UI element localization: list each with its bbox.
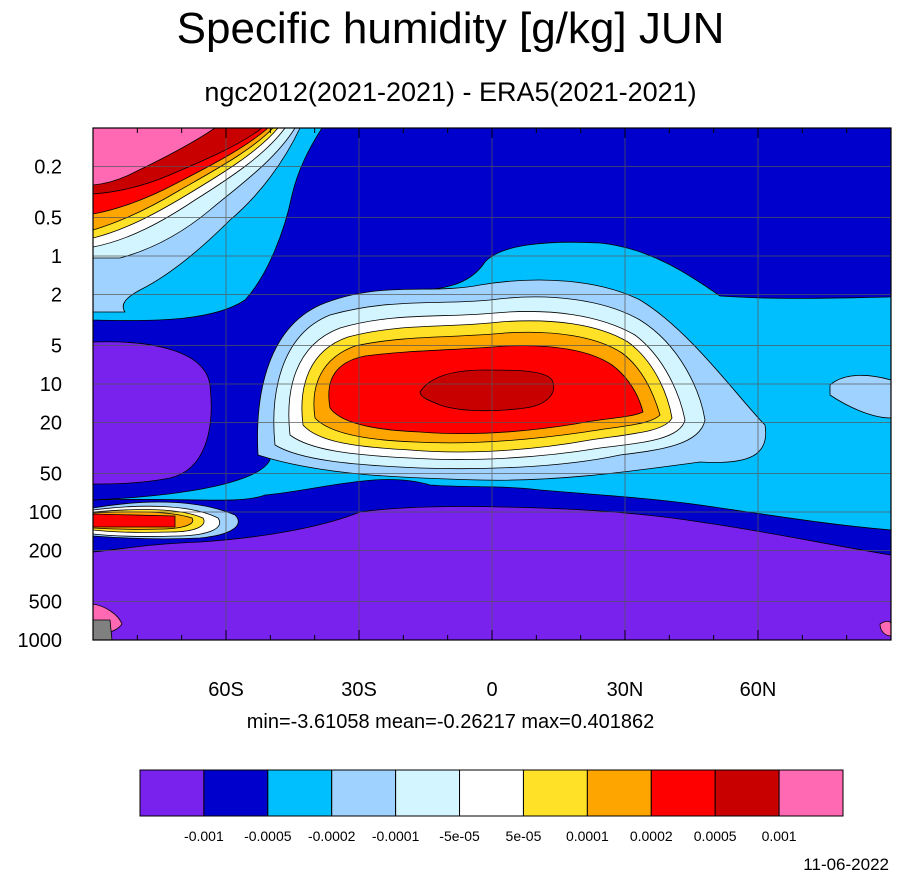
- y-tick-label: 10: [40, 374, 62, 396]
- colorbar-swatch: [267, 769, 333, 817]
- y-tick-label: 5: [51, 335, 62, 357]
- chart-subtitle: ngc2012(2021-2021) - ERA5(2021-2021): [204, 77, 697, 107]
- date-stamp: 11-06-2022: [803, 855, 889, 874]
- colorbar-swatch: [459, 769, 524, 817]
- y-tick-label: 0.5: [34, 207, 62, 229]
- y-tick-label: 500: [29, 591, 62, 613]
- grid-lines: [93, 128, 891, 641]
- x-tick-label: 0: [486, 679, 497, 701]
- y-tick-label: 50: [40, 463, 62, 485]
- chart-title: Specific humidity [g/kg] JUN: [176, 4, 725, 53]
- field-south-purple: [93, 341, 212, 485]
- x-tick-label: 30N: [607, 679, 644, 701]
- stats-text: min=-3.61058 mean=-0.26217 max=0.401862: [246, 711, 655, 733]
- colorbar-swatch: [714, 769, 780, 817]
- field-surface-pink-n: [879, 620, 891, 637]
- y-tick-label: 20: [40, 413, 62, 435]
- field-south-pink: [93, 128, 216, 186]
- colorbar-swatch: [203, 769, 269, 817]
- colorbar-swatch: [650, 769, 716, 817]
- colorbar-swatch: [139, 769, 205, 817]
- field-north-lightblue: [829, 374, 891, 419]
- colorbar-level-label: 0.001: [762, 828, 797, 844]
- y-tick-label: 200: [29, 541, 62, 563]
- colorbar-swatch: [331, 769, 397, 817]
- y-tick-label: 100: [29, 502, 62, 524]
- x-axis-labels: 60S 30S 0 30N 60N: [208, 679, 776, 701]
- colorbar-level-label: -0.0005: [244, 828, 292, 844]
- field-trop-darkred: [419, 369, 554, 412]
- y-axis-labels: 0.2 0.5 1 2 5 10 20 50 100 200 500 1000: [18, 157, 63, 652]
- colorbar-swatch: [395, 769, 461, 817]
- colorbar-swatch: [586, 769, 652, 817]
- colorbar-level-label: -0.001: [184, 828, 224, 844]
- y-tick-label: 1000: [18, 630, 63, 652]
- x-tick-label: 60S: [208, 679, 244, 701]
- field-surface-gray-s: [93, 619, 113, 640]
- colorbar-level-label: 0.0005: [694, 828, 737, 844]
- colorbar-level-label: 0.0002: [630, 828, 673, 844]
- colorbar-level-label: -0.0001: [372, 828, 420, 844]
- colorbar-swatch: [522, 769, 588, 817]
- colorbar-swatch: [778, 769, 844, 817]
- colorbar: [139, 769, 844, 817]
- colorbar-level-label: 5e-05: [506, 828, 542, 844]
- y-tick-label: 0.2: [34, 157, 62, 179]
- colorbar-level-label: 0.0001: [566, 828, 609, 844]
- y-tick-label: 1: [51, 246, 62, 268]
- x-tick-label: 30S: [341, 679, 377, 701]
- field-s120-red: [93, 513, 176, 528]
- colorbar-level-label: -0.0002: [308, 828, 356, 844]
- y-tick-label: 2: [51, 285, 62, 307]
- x-tick-label: 60N: [740, 679, 777, 701]
- axis-ticks: [136, 128, 848, 640]
- colorbar-level-label: -5e-05: [439, 828, 480, 844]
- colorbar-labels: -0.001 -0.0005 -0.0002 -0.0001 -5e-05 5e-05 0.…: [184, 828, 797, 844]
